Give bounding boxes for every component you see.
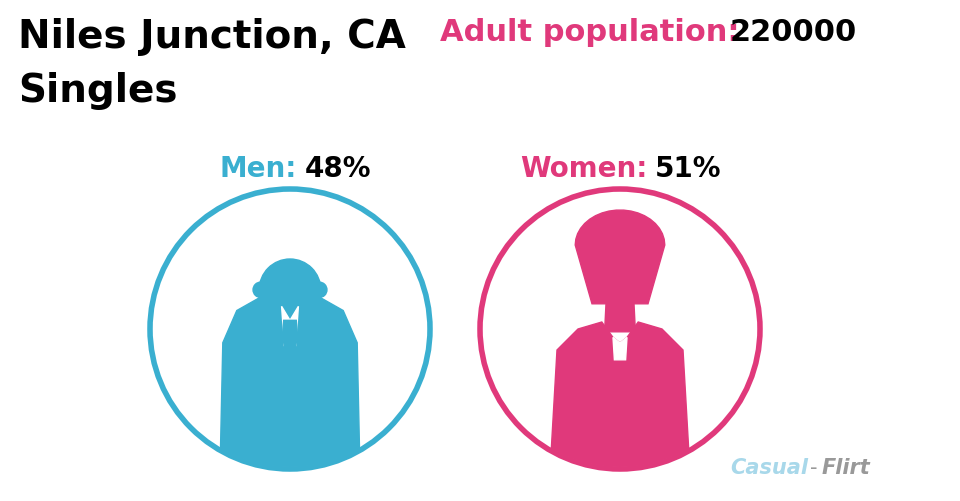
Polygon shape: [550, 322, 690, 472]
Circle shape: [480, 189, 760, 469]
Text: Casual: Casual: [730, 457, 808, 477]
Text: Flirt: Flirt: [822, 457, 871, 477]
Circle shape: [150, 189, 430, 469]
Polygon shape: [220, 293, 360, 472]
Circle shape: [259, 260, 321, 321]
Polygon shape: [281, 307, 299, 346]
Circle shape: [312, 283, 327, 298]
Text: Niles Junction, CA: Niles Junction, CA: [18, 18, 406, 56]
Text: 220000: 220000: [730, 18, 857, 47]
Polygon shape: [575, 211, 664, 304]
Text: Women:: Women:: [520, 155, 647, 183]
Text: 48%: 48%: [305, 155, 372, 183]
Text: 51%: 51%: [655, 155, 722, 183]
Polygon shape: [613, 338, 627, 360]
Text: Men:: Men:: [220, 155, 298, 183]
Polygon shape: [605, 304, 636, 332]
Circle shape: [253, 283, 269, 298]
Polygon shape: [282, 321, 298, 363]
Text: Singles: Singles: [18, 72, 178, 110]
Text: -: -: [810, 457, 818, 477]
Text: Adult population:: Adult population:: [440, 18, 739, 47]
